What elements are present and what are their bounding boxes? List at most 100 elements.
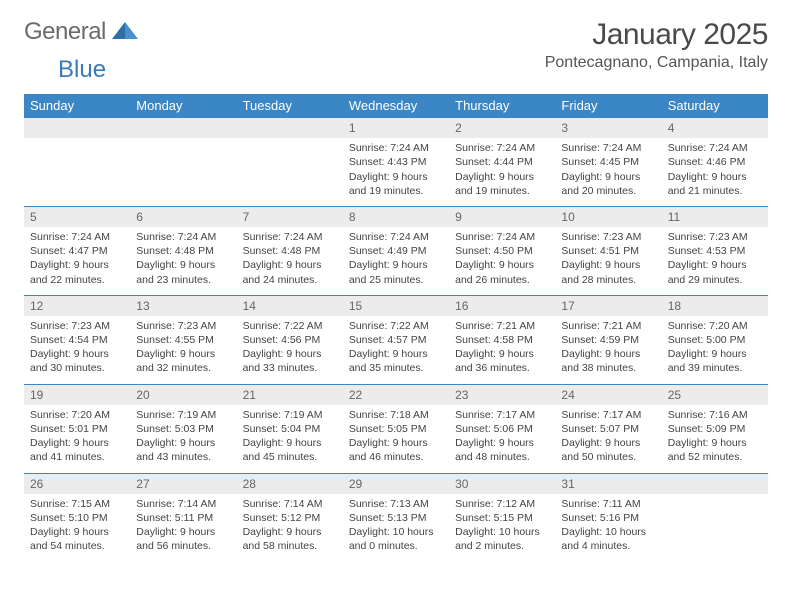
day-details: Sunrise: 7:22 AMSunset: 4:57 PMDaylight:… — [343, 316, 449, 384]
sunrise-text: Sunrise: 7:21 AM — [561, 319, 655, 333]
calendar-week-row: 26Sunrise: 7:15 AMSunset: 5:10 PMDayligh… — [24, 473, 768, 561]
sunrise-text: Sunrise: 7:20 AM — [668, 319, 762, 333]
daylight-text-line2: and 52 minutes. — [668, 450, 762, 464]
sunrise-text: Sunrise: 7:24 AM — [561, 141, 655, 155]
calendar-day-cell: 14Sunrise: 7:22 AMSunset: 4:56 PMDayligh… — [237, 295, 343, 384]
calendar-day-cell — [237, 118, 343, 207]
daylight-text-line2: and 20 minutes. — [561, 184, 655, 198]
day-details: Sunrise: 7:23 AMSunset: 4:55 PMDaylight:… — [130, 316, 236, 384]
calendar-day-cell: 20Sunrise: 7:19 AMSunset: 5:03 PMDayligh… — [130, 384, 236, 473]
sunset-text: Sunset: 5:03 PM — [136, 422, 230, 436]
day-number-empty — [237, 118, 343, 138]
daylight-text-line1: Daylight: 9 hours — [455, 170, 549, 184]
daylight-text-line2: and 46 minutes. — [349, 450, 443, 464]
calendar-day-cell: 4Sunrise: 7:24 AMSunset: 4:46 PMDaylight… — [662, 118, 768, 207]
day-number: 11 — [662, 207, 768, 227]
sunset-text: Sunset: 5:05 PM — [349, 422, 443, 436]
daylight-text-line1: Daylight: 9 hours — [668, 436, 762, 450]
sunrise-text: Sunrise: 7:13 AM — [349, 497, 443, 511]
calendar-day-cell: 27Sunrise: 7:14 AMSunset: 5:11 PMDayligh… — [130, 473, 236, 561]
daylight-text-line1: Daylight: 9 hours — [30, 436, 124, 450]
calendar-day-cell: 28Sunrise: 7:14 AMSunset: 5:12 PMDayligh… — [237, 473, 343, 561]
daylight-text-line2: and 0 minutes. — [349, 539, 443, 553]
calendar-day-cell: 8Sunrise: 7:24 AMSunset: 4:49 PMDaylight… — [343, 206, 449, 295]
daylight-text-line1: Daylight: 9 hours — [349, 347, 443, 361]
sunset-text: Sunset: 5:06 PM — [455, 422, 549, 436]
day-details: Sunrise: 7:24 AMSunset: 4:47 PMDaylight:… — [24, 227, 130, 295]
daylight-text-line2: and 41 minutes. — [30, 450, 124, 464]
daylight-text-line1: Daylight: 9 hours — [30, 347, 124, 361]
day-number: 8 — [343, 207, 449, 227]
day-number: 21 — [237, 385, 343, 405]
daylight-text-line1: Daylight: 9 hours — [136, 347, 230, 361]
month-title: January 2025 — [545, 18, 768, 52]
calendar-day-cell: 5Sunrise: 7:24 AMSunset: 4:47 PMDaylight… — [24, 206, 130, 295]
day-details: Sunrise: 7:24 AMSunset: 4:48 PMDaylight:… — [237, 227, 343, 295]
daylight-text-line2: and 56 minutes. — [136, 539, 230, 553]
day-number: 25 — [662, 385, 768, 405]
daylight-text-line1: Daylight: 9 hours — [30, 258, 124, 272]
calendar-day-cell: 3 Sunrise: 7:24 AMSunset: 4:45 PMDaylight… — [555, 118, 661, 207]
calendar-day-cell: 23Sunrise: 7:17 AMSunset: 5:06 PMDayligh… — [449, 384, 555, 473]
day-details: Sunrise: 7:24 AMSunset: 4:43 PMDaylight:… — [343, 138, 449, 206]
daylight-text-line1: Daylight: 9 hours — [455, 347, 549, 361]
daylight-text-line1: Daylight: 9 hours — [243, 436, 337, 450]
sunset-text: Sunset: 5:15 PM — [455, 511, 549, 525]
day-number: 3 — [555, 118, 661, 138]
daylight-text-line1: Daylight: 9 hours — [349, 258, 443, 272]
sunset-text: Sunset: 4:45 PM — [561, 155, 655, 169]
calendar-week-row: 5Sunrise: 7:24 AMSunset: 4:47 PMDaylight… — [24, 206, 768, 295]
day-number: 20 — [130, 385, 236, 405]
logo-text-blue: Blue — [58, 56, 106, 84]
sunset-text: Sunset: 5:11 PM — [136, 511, 230, 525]
day-number-empty — [130, 118, 236, 138]
calendar-week-row: 12Sunrise: 7:23 AMSunset: 4:54 PMDayligh… — [24, 295, 768, 384]
daylight-text-line1: Daylight: 9 hours — [561, 170, 655, 184]
calendar-table: Sunday Monday Tuesday Wednesday Thursday… — [24, 94, 768, 561]
daylight-text-line2: and 23 minutes. — [136, 273, 230, 287]
daylight-text-line1: Daylight: 9 hours — [561, 436, 655, 450]
day-number-empty — [24, 118, 130, 138]
calendar-day-cell: 12Sunrise: 7:23 AMSunset: 4:54 PMDayligh… — [24, 295, 130, 384]
daylight-text-line1: Daylight: 9 hours — [243, 347, 337, 361]
daylight-text-line2: and 48 minutes. — [455, 450, 549, 464]
daylight-text-line1: Daylight: 9 hours — [243, 525, 337, 539]
sunset-text: Sunset: 4:58 PM — [455, 333, 549, 347]
sunrise-text: Sunrise: 7:22 AM — [349, 319, 443, 333]
sunrise-text: Sunrise: 7:14 AM — [243, 497, 337, 511]
day-details: Sunrise: 7:14 AMSunset: 5:11 PMDaylight:… — [130, 494, 236, 562]
day-details: Sunrise: 7:24 AMSunset: 4:49 PMDaylight:… — [343, 227, 449, 295]
calendar-day-cell: 1Sunrise: 7:24 AMSunset: 4:43 PMDaylight… — [343, 118, 449, 207]
day-details: Sunrise: 7:17 AMSunset: 5:07 PMDaylight:… — [555, 405, 661, 473]
sunrise-text: Sunrise: 7:20 AM — [30, 408, 124, 422]
calendar-day-cell — [24, 118, 130, 207]
daylight-text-line2: and 50 minutes. — [561, 450, 655, 464]
day-details: Sunrise: 7:23 AMSunset: 4:53 PMDaylight:… — [662, 227, 768, 295]
sunrise-text: Sunrise: 7:23 AM — [136, 319, 230, 333]
weekday-header: Tuesday — [237, 94, 343, 118]
daylight-text-line2: and 35 minutes. — [349, 361, 443, 375]
day-number: 22 — [343, 385, 449, 405]
day-details: Sunrise: 7:18 AMSunset: 5:05 PMDaylight:… — [343, 405, 449, 473]
day-details: Sunrise: 7:16 AMSunset: 5:09 PMDaylight:… — [662, 405, 768, 473]
day-number-empty — [662, 474, 768, 494]
day-number: 7 — [237, 207, 343, 227]
daylight-text-line2: and 30 minutes. — [30, 361, 124, 375]
calendar-day-cell: 6Sunrise: 7:24 AMSunset: 4:48 PMDaylight… — [130, 206, 236, 295]
calendar-day-cell: 24Sunrise: 7:17 AMSunset: 5:07 PMDayligh… — [555, 384, 661, 473]
daylight-text-line1: Daylight: 9 hours — [455, 436, 549, 450]
day-number: 16 — [449, 296, 555, 316]
calendar-day-cell: 16Sunrise: 7:21 AMSunset: 4:58 PMDayligh… — [449, 295, 555, 384]
sunset-text: Sunset: 4:50 PM — [455, 244, 549, 258]
day-number: 14 — [237, 296, 343, 316]
sunrise-text: Sunrise: 7:24 AM — [455, 230, 549, 244]
day-details: Sunrise: 7:19 AMSunset: 5:03 PMDaylight:… — [130, 405, 236, 473]
calendar-day-cell — [662, 473, 768, 561]
weekday-header: Sunday — [24, 94, 130, 118]
calendar-day-cell: 26Sunrise: 7:15 AMSunset: 5:10 PMDayligh… — [24, 473, 130, 561]
day-details: Sunrise: 7:19 AMSunset: 5:04 PMDaylight:… — [237, 405, 343, 473]
daylight-text-line1: Daylight: 9 hours — [349, 170, 443, 184]
logo-text-general: General — [24, 18, 106, 46]
daylight-text-line1: Daylight: 9 hours — [561, 258, 655, 272]
daylight-text-line1: Daylight: 9 hours — [455, 258, 549, 272]
